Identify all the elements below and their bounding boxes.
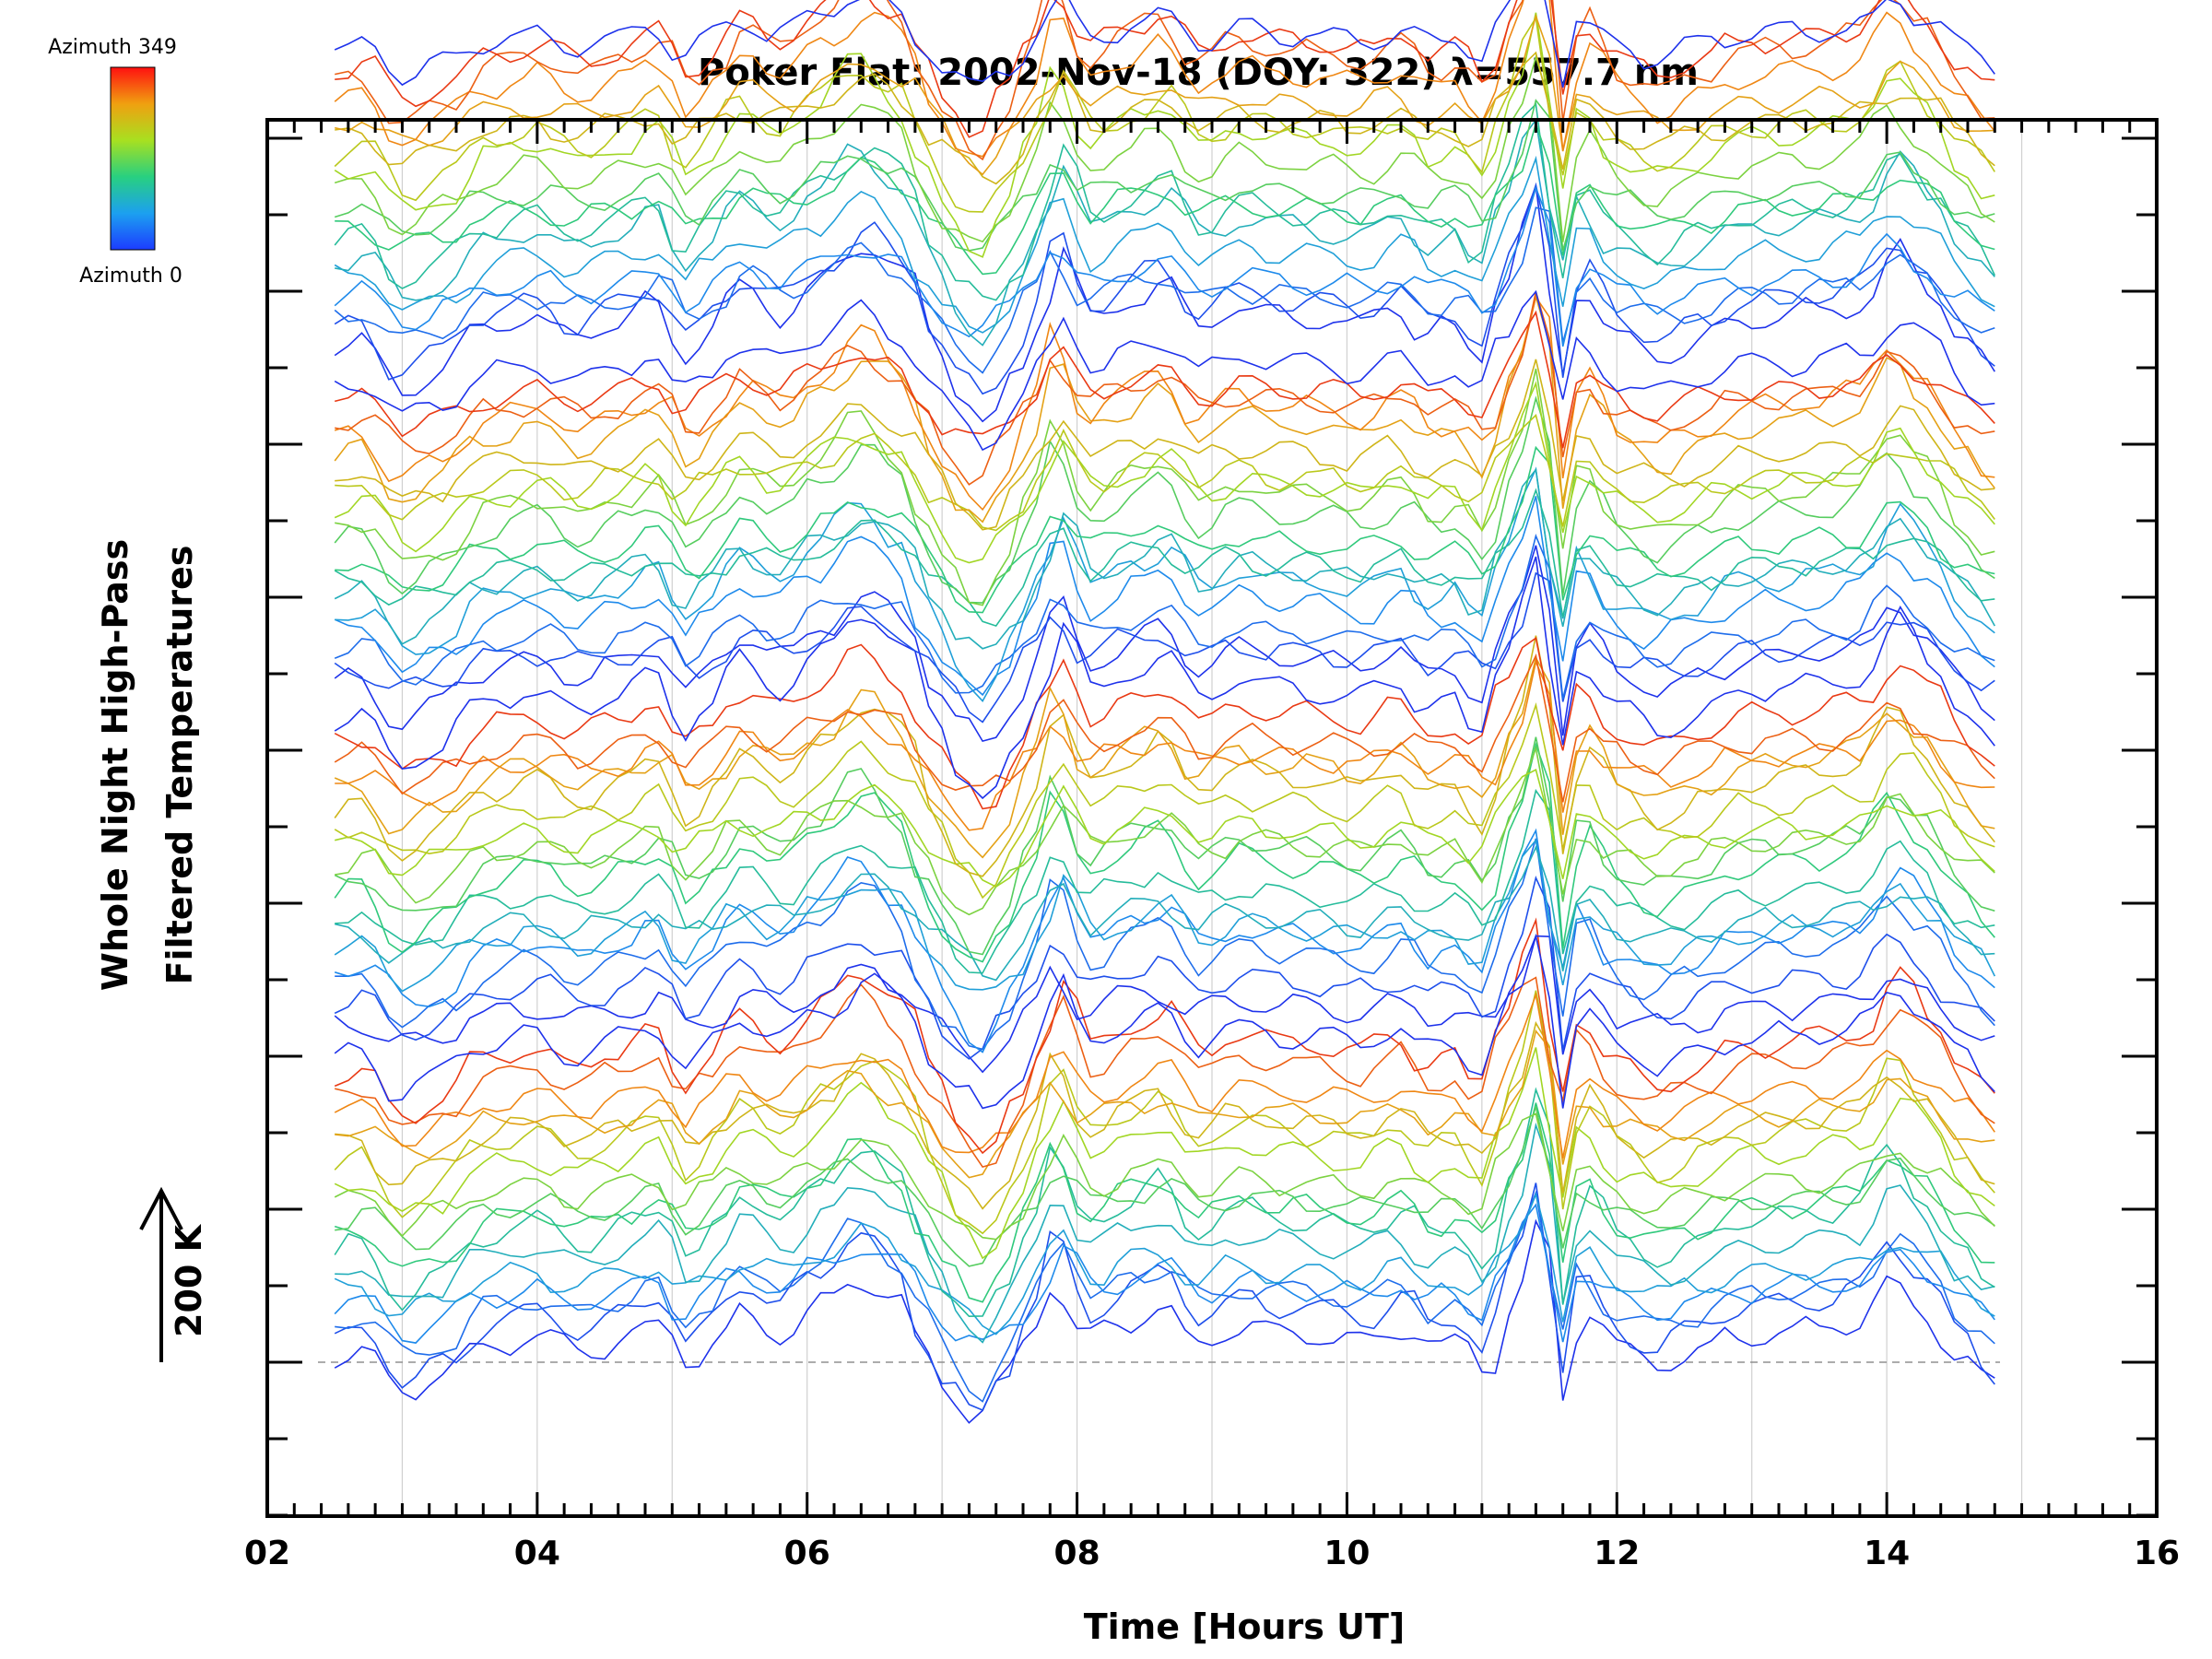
- temperature-series-line: [334, 935, 1995, 1074]
- temperature-series-line: [334, 545, 1995, 743]
- temperature-series-line: [334, 206, 1995, 374]
- temperature-series-line: [335, 788, 1995, 974]
- temperature-series-line: [334, 653, 1995, 803]
- temperature-series-line: [334, 1192, 1995, 1335]
- temperature-series-line: [335, 1029, 1995, 1179]
- colorbar-top-label: Azimuth 349: [48, 36, 177, 59]
- temperature-series-line: [334, 467, 1995, 650]
- azimuth-colorbar: [110, 66, 156, 251]
- temperature-series-line: [334, 185, 1995, 347]
- x-tick-label: 06: [784, 1535, 830, 1572]
- colorbar-bottom-label: Azimuth 0: [79, 265, 182, 288]
- x-tick-label: 14: [1864, 1535, 1910, 1572]
- temperature-series-line: [334, 16, 1995, 213]
- x-tick-label: 08: [1054, 1535, 1100, 1572]
- temperature-series-line: [334, 933, 1995, 1110]
- temperature-series-line: [334, 1218, 1995, 1424]
- temperature-series-line: [335, 445, 1995, 614]
- temperature-series-line: [334, 185, 1995, 423]
- temperature-series-line: [334, 701, 1995, 900]
- scale-label: 200 K: [169, 1223, 209, 1337]
- temperature-series-line: [334, 556, 1995, 800]
- temperature-series-line: [335, 359, 1995, 531]
- temperature-series-line: [335, 368, 1995, 606]
- x-tick-labels: 02 04 06 08 10 12 14 16: [244, 1535, 2180, 1572]
- temperature-series-line: [335, 769, 1995, 888]
- temperature-series-line: [334, 182, 1995, 395]
- temperature-series-line: [335, 121, 1995, 276]
- temperature-series-line: [334, 99, 1995, 252]
- temperature-series-line: [335, 118, 1995, 347]
- temperature-series-line: [334, 736, 1995, 956]
- temperature-series-line: [335, 1020, 1995, 1210]
- temperature-series-line: [335, 13, 1995, 176]
- x-tick-label: 12: [1594, 1535, 1640, 1572]
- temperature-series-line: [334, 828, 1995, 1053]
- temperature-series-line: [335, 745, 1995, 916]
- x-tick-label: 02: [244, 1535, 290, 1572]
- temperature-series-line: [335, 291, 1995, 486]
- temperature-series-line: [335, 1106, 1995, 1267]
- temperature-series-line: [334, 533, 1995, 700]
- temperature-series-line: [335, 838, 1995, 1051]
- temperature-series-line: [335, 1122, 1995, 1344]
- x-tick-label: 04: [514, 1535, 560, 1572]
- temperature-series-line: [334, 395, 1995, 604]
- temperature-series-line: [334, 1087, 1995, 1318]
- x-tick-label: 10: [1324, 1535, 1370, 1572]
- x-axis-label: Time [Hours UT]: [1084, 1606, 1406, 1647]
- temperature-series-line: [335, 1190, 1995, 1403]
- temperature-series-line: [334, 0, 1995, 88]
- temperature-series-line: [334, 917, 1995, 1155]
- temperature-series-line: [335, 0, 1995, 161]
- temperature-series-line: [334, 990, 1995, 1235]
- temperature-series-line: [334, 155, 1995, 334]
- temperature-series-line: [334, 992, 1995, 1159]
- temperature-series-line: [334, 1112, 1995, 1241]
- temperature-series-group: [334, 0, 1996, 1424]
- temperature-series-line: [334, 12, 1995, 258]
- temperature-series-line: [334, 289, 1995, 452]
- temperature-series-line: [334, 293, 1995, 524]
- temperature-series-line: [334, 655, 1995, 859]
- temperature-series-line: [334, 636, 1995, 810]
- temperature-series-line: [334, 0, 1995, 158]
- temperature-series-line: [335, 976, 1995, 1169]
- temperature-series-line: [334, 571, 1995, 724]
- temperature-series-line: [334, 1047, 1995, 1260]
- temperature-series-line: [335, 51, 1995, 185]
- temperature-series-line: [334, 54, 1995, 243]
- temperature-series-line: [335, 659, 1995, 831]
- x-tick-label: 16: [2134, 1535, 2180, 1572]
- y-axis-label-line2: Filtered Temperatures: [159, 546, 200, 985]
- temperature-series-line: [334, 875, 1995, 1060]
- temperature-series-line: [334, 310, 1995, 449]
- y-axis-label-line1: Whole Night High-Pass: [95, 539, 135, 991]
- temperature-series-line: [334, 496, 1995, 697]
- axis-ticks: [265, 120, 2159, 1517]
- temperature-series-line: [335, 845, 1995, 982]
- chart-title: Poker Flat: 2002-Nov-18 (DOY: 322) λ=557…: [698, 52, 1699, 94]
- temperature-series-line: [334, 488, 1995, 628]
- temperature-series-line: [334, 295, 1995, 512]
- scale-arrow-head: [139, 1186, 183, 1230]
- temperature-series-line: [334, 381, 1995, 564]
